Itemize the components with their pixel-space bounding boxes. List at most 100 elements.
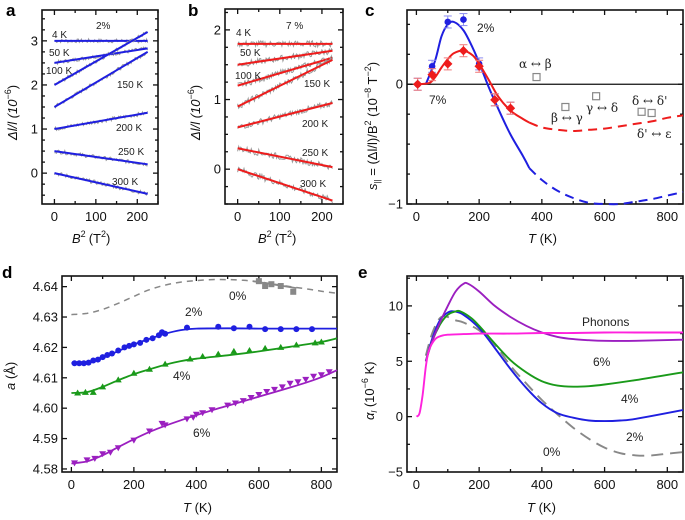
panel-c-ylabel-s: s	[365, 183, 380, 190]
y-tick-label: 4.60	[33, 401, 58, 416]
data-point-4pct	[230, 347, 238, 354]
plot-frame	[61, 275, 338, 473]
data-point-0pct	[262, 283, 269, 290]
panel-c-xlabel-unit: (K)	[536, 231, 557, 246]
panel-c-ylabel-exp1: −8	[363, 88, 373, 98]
panel-a-pct-label: 2%	[96, 21, 111, 32]
fit-line-50k	[237, 49, 333, 66]
y-tick-label: 1	[214, 92, 221, 107]
panel-b-ylabel: Δl/l (10−6)	[186, 85, 203, 141]
data-point-2pct	[137, 339, 144, 346]
y-tick-label: 4.62	[33, 340, 58, 355]
fit-line-50k	[54, 47, 148, 64]
panel-c-label-7pct: 7%	[429, 93, 447, 107]
panel-c-ylabel-t: T	[365, 76, 380, 87]
data-point-7pct	[443, 59, 453, 69]
x-tick-label: 0	[413, 477, 420, 492]
panel-b-temp-250k: 250 K	[302, 148, 328, 159]
panel-d-label-0pct: 0%	[229, 289, 247, 303]
panel-c-ylabel-mid: = (Δl/l)/B	[365, 126, 380, 180]
data-point-2pct	[246, 323, 253, 330]
panel-c-ylabel-exp2: −2	[363, 66, 373, 76]
panel-e: 0 200 400 600 800 −5 0 5 10	[388, 275, 684, 492]
panel-e-ylabel-unit: (10	[362, 388, 377, 410]
panel-d-label-6pct: 6%	[193, 426, 211, 440]
panel-e-ylabel: αl (10−6 K)	[360, 362, 379, 421]
panel-c-label-delta-deltap: δ ↔ δ'	[632, 94, 667, 108]
x-tick-label: 200	[311, 209, 333, 224]
data-point-2pct	[143, 336, 150, 343]
transition-marker	[561, 102, 570, 112]
y-tick-label: 10	[389, 298, 403, 313]
data-point-6pct	[71, 460, 78, 467]
data-point-6pct	[99, 451, 107, 458]
panel-b-ylabel-main: Δl/l (10	[188, 99, 203, 141]
data-point-4pct	[161, 360, 169, 367]
panel-c: 0 200 400 600 800 −1 0	[388, 9, 684, 224]
data-point-4pct	[81, 388, 89, 395]
data-point-2pct	[262, 326, 269, 333]
data-point-2pct	[309, 326, 315, 333]
panel-a-ylabel-end: )	[5, 85, 20, 89]
x-tick-label: 0	[413, 209, 420, 224]
fit-line-250k	[237, 147, 333, 169]
panel-a-labels: 2% 4 K 50 K 100 K 150 K 200 K 250 K 300 …	[3, 21, 144, 246]
panel-b-ylabel-end: )	[188, 85, 203, 89]
panel-e-ylabel-sub: l	[370, 411, 379, 413]
y-tick-label: 4.61	[33, 370, 58, 385]
panel-a-xlabel-sq2: 2	[101, 229, 106, 239]
data-point-0pct	[255, 278, 262, 285]
transition-marker	[592, 92, 601, 101]
panel-c-label-beta-gamma: β ↔ γ	[551, 111, 583, 125]
data-trace-4k	[237, 39, 333, 49]
data-point-2pct	[71, 360, 78, 367]
fit-line-150k	[237, 58, 333, 108]
panel-c-label-2pct: 2%	[477, 21, 495, 35]
panel-a-ylabel: Δl/l (10−6)	[3, 85, 20, 141]
fit-line-250k	[54, 150, 148, 166]
data-point-4pct	[130, 369, 138, 376]
data-point-4pct	[261, 344, 269, 351]
panel-a-temp-100k: 100 K	[46, 66, 72, 77]
data-point-6pct	[325, 369, 333, 376]
panel-d-ylabel-a: a	[3, 383, 18, 390]
x-tick-label: 0	[234, 209, 241, 224]
x-tick-label: 800	[656, 209, 678, 224]
data-point-6pct	[224, 402, 232, 409]
data-point-2pct	[277, 326, 284, 333]
panel-a-temp-4k: 4 K	[52, 30, 67, 41]
y-tick-label: 2	[214, 22, 221, 37]
data-point-2pct	[121, 344, 128, 351]
dashed-curve-0pct	[71, 278, 338, 316]
curve-6pct	[424, 281, 684, 362]
data-point-4pct	[199, 353, 207, 360]
panel-b-xlabel-end: )	[292, 231, 296, 246]
panel-d-label-2pct: 2%	[185, 305, 203, 319]
data-point-6pct	[271, 386, 278, 393]
extrapolation-2pct	[528, 167, 684, 206]
panel-b: 0 100 200 0 1 2	[214, 8, 344, 224]
data-point-6pct	[189, 414, 197, 421]
data-point-4pct	[214, 350, 222, 357]
panel-a-ylabel-main: Δl/l (10	[5, 99, 20, 141]
panel-a-temp-150k: 150 K	[117, 80, 143, 91]
panel-c-ylabel-sub: ||	[373, 179, 382, 183]
data-point-6pct	[294, 379, 302, 386]
panel-d-xlabel-unit: (K)	[191, 500, 212, 515]
data-point-2pct	[230, 325, 237, 332]
data-trace-4k	[54, 37, 149, 44]
panel-b-xlabel: B2 (T2)	[258, 229, 296, 246]
data-point-2pct	[460, 16, 467, 23]
fit-line-150k	[53, 51, 149, 108]
x-tick-label: 800	[656, 477, 678, 492]
x-tick-label: 400	[531, 209, 553, 224]
panel-e-label-phonons: Phonons	[582, 315, 629, 329]
data-point-6pct	[146, 428, 153, 435]
panel-e-xlabel: T (K)	[527, 500, 556, 515]
panel-c-ylabel-unit: (10	[365, 98, 380, 120]
panel-b-temp-100k: 100 K	[235, 71, 261, 82]
data-point-6pct	[208, 407, 216, 414]
panel-b-xlabel-sq2: 2	[287, 229, 292, 239]
panel-b-xlabel-unit: (T	[275, 231, 287, 246]
data-point-2pct	[85, 359, 92, 366]
